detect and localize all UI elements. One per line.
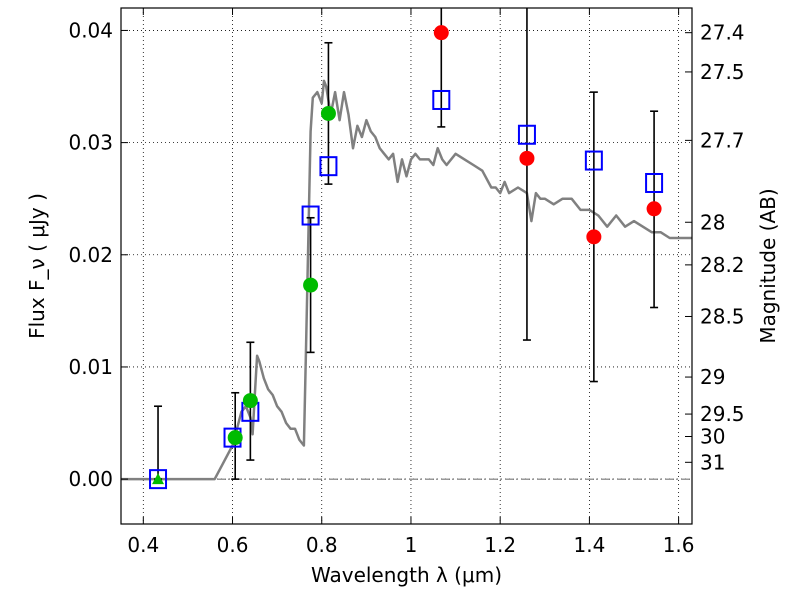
green-triangle-marker-0 xyxy=(152,473,165,485)
x-tick-label-0: 0.4 xyxy=(127,533,159,557)
x-axis-label: Wavelength λ (μm) xyxy=(311,563,502,587)
x-tick-label-3: 1 xyxy=(405,533,418,557)
x-tick-label-2: 0.8 xyxy=(306,533,338,557)
y-axis-label: Flux F_ν ( μJy ) xyxy=(25,193,49,339)
y-tick-label-2: 0.02 xyxy=(68,243,113,267)
blue-square-marker-8 xyxy=(645,172,664,193)
right-tick-label-3: 28 xyxy=(700,210,725,234)
y-tick-label-4: 0.04 xyxy=(68,18,113,42)
green-circle-marker-0 xyxy=(227,430,243,446)
red-circle-marker-3 xyxy=(646,201,662,217)
blue-square-marker-3 xyxy=(301,205,320,226)
right-tick-label-6: 29 xyxy=(700,365,725,389)
x-tick-label-5: 1.4 xyxy=(573,533,605,557)
y-tick-label-1: 0.01 xyxy=(68,355,113,379)
right-tick-label-4: 28.2 xyxy=(700,253,745,277)
blue-square-marker-5 xyxy=(432,89,451,110)
y-tick-label-0: 0.00 xyxy=(68,467,113,491)
model-spectrum-layer xyxy=(121,79,692,481)
right-tick-label-8: 30 xyxy=(700,425,725,449)
ticks-layer: 0.4 0.6 0.8 1 1.2 1.4 1.6 0.00 0.01 0.02 0.03 0.04 2… xyxy=(68,8,745,557)
green-circle-marker-2 xyxy=(303,277,319,293)
y-tick-label-3: 0.03 xyxy=(68,131,113,155)
x-tick-label-1: 0.6 xyxy=(217,533,249,557)
right-tick-label-9: 31 xyxy=(700,450,725,474)
red-circle-marker-2 xyxy=(586,229,602,245)
blue-square-marker-7 xyxy=(584,150,603,171)
green-circle-marker-3 xyxy=(320,105,336,121)
right-tick-label-5: 28.5 xyxy=(700,304,745,328)
blue-square-marker-4 xyxy=(319,156,338,177)
right-tick-label-0: 27.4 xyxy=(700,21,745,45)
markers-layer xyxy=(149,25,664,490)
red-circle-marker-1 xyxy=(519,150,535,166)
grid-layer xyxy=(121,8,692,524)
x-tick-label-6: 1.6 xyxy=(663,533,695,557)
error-bars-layer xyxy=(154,8,659,480)
green-circle-marker-1 xyxy=(242,393,258,409)
right-y-axis-label: Magnitude (AB) xyxy=(756,188,780,343)
right-tick-label-1: 27.5 xyxy=(700,60,745,84)
model-spectrum-line xyxy=(121,79,692,481)
red-circle-marker-0 xyxy=(433,25,449,41)
blue-square-marker-6 xyxy=(517,124,536,145)
blue-square-marker-0 xyxy=(149,469,168,490)
x-tick-label-4: 1.2 xyxy=(484,533,516,557)
right-tick-label-7: 29.5 xyxy=(700,402,745,426)
plot-frame xyxy=(120,7,693,525)
right-tick-label-2: 27.7 xyxy=(700,128,745,152)
